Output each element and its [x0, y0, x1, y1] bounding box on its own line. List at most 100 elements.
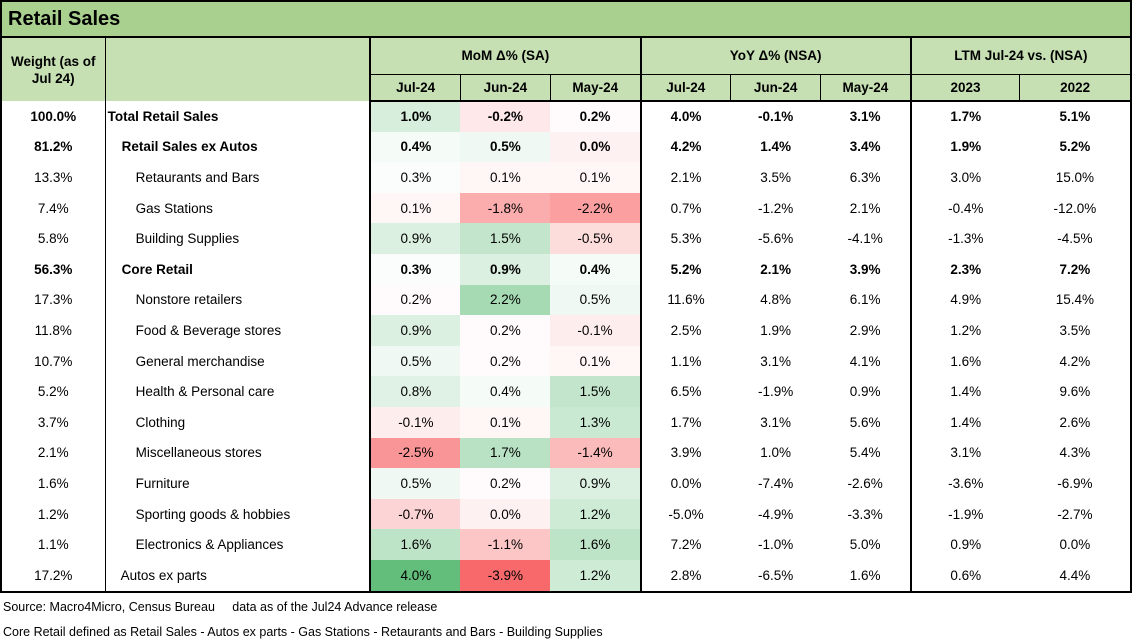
mom-group-header: MoM Δ% (SA): [369, 38, 641, 75]
mom-cell: -0.2%: [460, 101, 551, 132]
table-row: 56.3% Core Retail 0.3% 0.9% 0.4% 5.2% 2.1% 3.9%…: [2, 253, 1130, 285]
ltm-cell: 9.6%: [1059, 384, 1091, 400]
ltm-cell: 1.4%: [909, 376, 1020, 407]
mom-may24-header: May-24: [549, 74, 641, 102]
category-cell: Miscellaneous stores: [104, 437, 371, 469]
yoy-cell: 1.7%: [639, 406, 731, 438]
weight-cell: 3.7%: [37, 414, 69, 430]
mom-cell: 0.1%: [460, 162, 551, 193]
ltm-cell: -6.9%: [1057, 475, 1093, 491]
weight-cell: 17.2%: [34, 567, 73, 583]
mom-cell: 0.3%: [369, 253, 461, 285]
mom-cell: 0.4%: [460, 376, 551, 407]
ltm-cell: 15.4%: [1055, 292, 1095, 308]
ltm-cell: 5.2%: [1059, 139, 1091, 155]
ltm-cell: 1.2%: [909, 315, 1020, 346]
category-cell: Electronics & Appliances: [104, 529, 371, 560]
mom-cell: 0.1%: [460, 406, 551, 438]
mom-cell: 0.2%: [369, 284, 461, 316]
mom-cell: 2.2%: [460, 284, 551, 316]
yoy-cell: 2.5%: [639, 315, 731, 346]
yoy-cell: 4.0%: [639, 101, 731, 132]
yoy-cell: 11.6%: [639, 284, 731, 316]
table-body: 100.0% Total Retail Sales 1.0% -0.2% 0.2% 4.0…: [2, 101, 1130, 591]
table-row: 5.2% Health & Personal care 0.8% 0.4% 1.5% 6.…: [2, 376, 1130, 407]
yoy-cell: 2.1%: [639, 162, 731, 193]
mom-cell: 0.3%: [369, 162, 461, 193]
yoy-cell: -5.0%: [639, 498, 731, 530]
table-row: 100.0% Total Retail Sales 1.0% -0.2% 0.2% 4.0…: [2, 101, 1130, 132]
core-retail-definition-note: Core Retail defined as Retail Sales - Au…: [3, 624, 603, 639]
yoy-cell: 5.3%: [639, 223, 731, 254]
page-title: Retail Sales: [2, 2, 1130, 38]
yoy-cell: 6.5%: [639, 376, 731, 407]
mom-cell: 0.1%: [550, 162, 641, 193]
category-cell: Sporting goods & hobbies: [104, 498, 371, 530]
mom-cell: 1.0%: [369, 101, 461, 132]
mom-cell: -0.7%: [369, 498, 461, 530]
mom-cell: 0.9%: [550, 468, 641, 499]
weight-cell: 56.3%: [34, 261, 73, 277]
category-column-header: [104, 38, 371, 101]
mom-cell: 0.2%: [460, 468, 551, 499]
yoy-cell: 5.6%: [849, 414, 881, 430]
ltm-cell: 0.9%: [909, 529, 1020, 560]
category-cell: Health & Personal care: [104, 376, 371, 407]
yoy-cell: 1.0%: [760, 445, 791, 461]
ltm-cell: -4.5%: [1057, 231, 1093, 247]
category-cell: Core Retail: [104, 253, 371, 285]
data-grid: Weight (as of Jul 24) MoM Δ% (SA) YoY Δ%…: [2, 38, 1130, 591]
yoy-cell: 3.9%: [639, 437, 731, 469]
yoy-cell: -3.3%: [847, 506, 883, 522]
yoy-cell: 1.6%: [849, 567, 881, 583]
ltm-cell: 3.1%: [909, 437, 1020, 469]
table-row: 10.7% General merchandise 0.5% 0.2% 0.1% 1.1%…: [2, 345, 1130, 377]
yoy-cell: 3.1%: [760, 353, 791, 369]
mom-cell: -0.1%: [369, 406, 461, 438]
yoy-cell: -7.4%: [757, 475, 794, 491]
yoy-jul24-header: Jul-24: [639, 74, 731, 102]
weight-cell: 5.8%: [37, 231, 69, 247]
weight-cell: 81.2%: [34, 139, 73, 155]
mom-cell: 0.1%: [369, 192, 461, 224]
mom-cell: -0.5%: [550, 223, 641, 254]
weight-cell: 17.3%: [34, 292, 73, 308]
ltm-cell: 2.6%: [1059, 414, 1091, 430]
ltm-2022-header: 2022: [1019, 74, 1130, 102]
category-cell: Autos ex parts: [104, 559, 371, 591]
ltm-cell: 0.0%: [1059, 537, 1091, 553]
mom-cell: -1.1%: [460, 529, 551, 560]
mom-cell: 1.5%: [550, 376, 641, 407]
weight-cell: 5.2%: [37, 384, 69, 400]
yoy-cell: 2.8%: [639, 559, 731, 591]
mom-cell: 0.9%: [369, 223, 461, 254]
mom-cell: 1.5%: [460, 223, 551, 254]
mom-cell: 0.5%: [369, 468, 461, 499]
mom-cell: 1.6%: [369, 529, 461, 560]
yoy-cell: 6.3%: [849, 169, 881, 185]
yoy-cell: 3.1%: [760, 414, 791, 430]
source-note: Source: Macro4Micro, Census Bureau data …: [3, 599, 438, 614]
table-row: 1.1% Electronics & Appliances 1.6% -1.1% 1.6…: [2, 529, 1130, 560]
yoy-cell: -4.9%: [757, 506, 794, 522]
category-cell: Clothing: [104, 406, 371, 438]
weight-cell: 2.1%: [37, 445, 69, 461]
ltm-cell: 3.0%: [909, 162, 1020, 193]
weight-cell: 13.3%: [34, 169, 73, 185]
yoy-jun24-header: Jun-24: [730, 74, 821, 102]
mom-cell: 0.5%: [460, 131, 551, 163]
yoy-cell: 4.1%: [849, 353, 881, 369]
mom-cell: 1.2%: [550, 559, 641, 591]
ltm-cell: 1.6%: [909, 345, 1020, 377]
ltm-group-header: LTM Jul-24 vs. (NSA): [909, 38, 1130, 75]
weight-cell: 10.7%: [34, 353, 73, 369]
ltm-cell: 1.4%: [909, 406, 1020, 438]
mom-cell: -1.4%: [550, 437, 641, 469]
mom-cell: 0.2%: [460, 345, 551, 377]
sub-header-row: Jul-24 Jun-24 May-24 Jul-24 Jun-24 May-2…: [2, 74, 1130, 102]
yoy-cell: 4.8%: [760, 292, 791, 308]
ltm-cell: 4.3%: [1059, 445, 1091, 461]
table-row: 17.3% Nonstore retailers 0.2% 2.2% 0.5% 11.6%…: [2, 284, 1130, 316]
mom-cell: 1.3%: [550, 406, 641, 438]
category-cell: Furniture: [104, 468, 371, 499]
